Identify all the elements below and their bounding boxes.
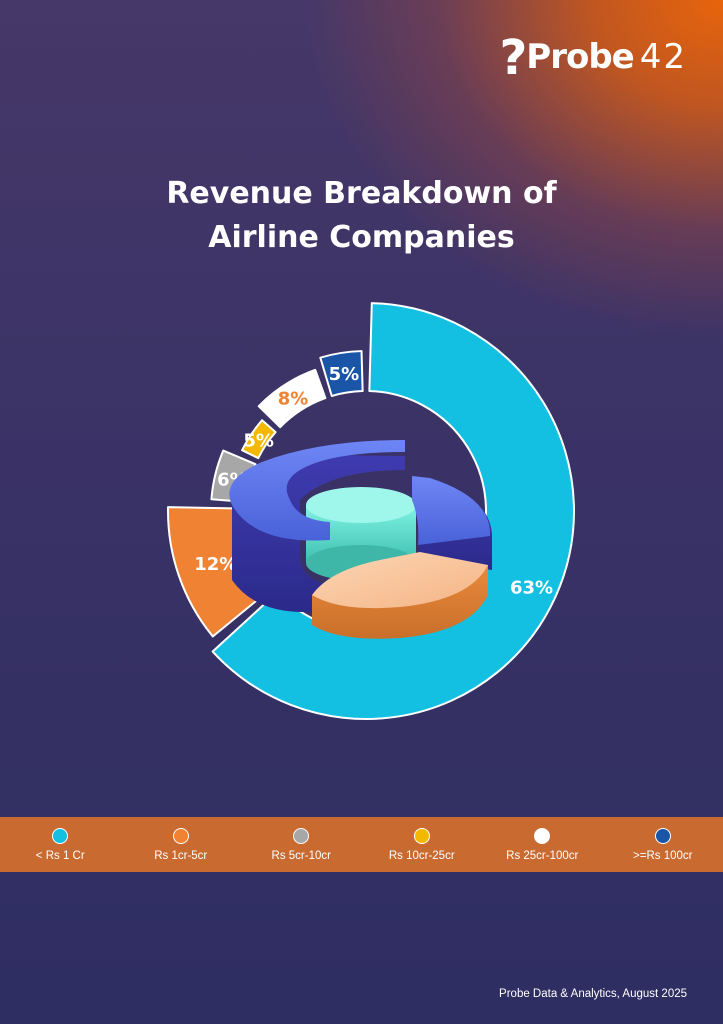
- logo-mark: ?: [499, 30, 527, 86]
- donut-slice: [241, 419, 277, 460]
- logo-text: Probe: [526, 37, 634, 77]
- legend-swatch: [52, 827, 69, 844]
- legend-label: >=Rs 100cr: [633, 849, 693, 862]
- center-left-wedge-top: [229, 440, 405, 541]
- legend-swatch: [654, 827, 671, 844]
- legend-item: Rs 1cr-5cr: [126, 827, 236, 862]
- donut-slice: [211, 302, 575, 720]
- probe42-logo: ?Probe 42: [499, 30, 687, 86]
- chart-title-line-2: Airline Companies: [208, 220, 515, 255]
- legend-label: < Rs 1 Cr: [35, 849, 85, 862]
- legend-swatch: [534, 827, 551, 844]
- center-3d-pie-illustration: [229, 440, 492, 639]
- legend-swatch: [413, 827, 430, 844]
- legend-item: Rs 10cr-25cr: [367, 827, 477, 862]
- chart-title: Revenue Breakdown of Airline Companies: [0, 172, 723, 260]
- legend-item: Rs 5cr-10cr: [246, 827, 356, 862]
- legend-label: Rs 1cr-5cr: [154, 849, 208, 862]
- donut-slice: [319, 350, 364, 397]
- legend-swatch: [293, 827, 310, 844]
- source-footnote: Probe Data & Analytics, August 2025: [499, 988, 687, 1000]
- legend-label: Rs 5cr-10cr: [271, 849, 331, 862]
- legend: < Rs 1 Cr Rs 1cr-5cr Rs 5cr-10cr Rs 10cr…: [0, 817, 723, 872]
- donut-slice-label: 63%: [510, 578, 553, 599]
- donut-slice-label: 8%: [278, 388, 309, 409]
- donut-slice-label: 5%: [243, 431, 274, 452]
- legend-label: Rs 10cr-25cr: [388, 849, 455, 862]
- chart-title-line-1: Revenue Breakdown of: [166, 176, 557, 211]
- donut-slice-label: 5%: [329, 364, 360, 385]
- legend-swatch: [172, 827, 189, 844]
- legend-label: Rs 25cr-100cr: [506, 849, 579, 862]
- center-front-wedge-top: [312, 552, 488, 609]
- donut-slice: [257, 368, 327, 429]
- logo-number: 42: [639, 37, 687, 77]
- legend-item: >=Rs 100cr: [608, 827, 718, 862]
- donut-slice-label: 12%: [194, 554, 237, 575]
- legend-item: < Rs 1 Cr: [5, 827, 115, 862]
- legend-item: Rs 25cr-100cr: [487, 827, 597, 862]
- center-right-wedge-top: [412, 476, 491, 545]
- center-cylinder-top: [306, 487, 416, 523]
